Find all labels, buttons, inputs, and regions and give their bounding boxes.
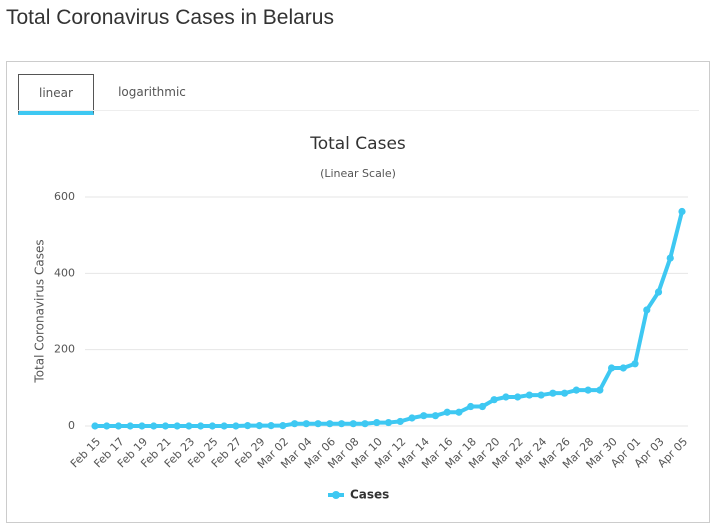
point — [678, 207, 686, 216]
point — [255, 422, 263, 430]
point — [244, 422, 252, 430]
tab[interactable]: linear — [18, 74, 94, 115]
point — [220, 422, 228, 430]
point — [290, 420, 299, 428]
point — [197, 422, 205, 430]
line — [95, 211, 684, 428]
tab[interactable]: logarithmic — [118, 85, 186, 99]
point — [103, 422, 111, 430]
point — [607, 364, 616, 372]
y-tick-label: 200 — [54, 343, 75, 356]
legend-swatch — [332, 491, 340, 499]
point — [502, 393, 510, 401]
point — [302, 420, 310, 428]
point — [337, 420, 346, 428]
point — [349, 420, 357, 428]
point — [114, 422, 123, 430]
point — [561, 389, 569, 397]
point — [467, 402, 475, 411]
point — [138, 422, 146, 430]
y-tick-label: 400 — [54, 266, 75, 279]
point — [314, 420, 322, 428]
point — [267, 422, 275, 430]
point — [150, 422, 158, 430]
point — [643, 306, 651, 314]
point — [431, 412, 440, 420]
point — [584, 386, 592, 394]
point — [490, 396, 498, 404]
point — [185, 422, 193, 430]
chart-title: Total Cases — [309, 134, 406, 154]
point — [619, 364, 627, 372]
point — [373, 418, 381, 427]
point — [91, 422, 99, 430]
y-axis-label: Total Coronavirus Cases — [33, 239, 47, 383]
y-tick-label: 0 — [68, 419, 75, 432]
point — [279, 422, 287, 430]
point — [173, 422, 181, 430]
y-tick-label: 600 — [54, 190, 75, 203]
point — [514, 393, 522, 401]
point — [232, 422, 240, 430]
point — [654, 288, 663, 296]
point — [208, 422, 216, 430]
page-title: Total Coronavirus Cases in Belarus — [6, 6, 334, 29]
point — [572, 386, 580, 394]
point — [537, 391, 545, 399]
legend-label: Cases — [350, 488, 389, 502]
point — [161, 422, 170, 430]
point — [666, 254, 674, 262]
point — [420, 412, 428, 420]
point — [549, 389, 557, 397]
tab-divider — [17, 110, 699, 111]
point — [478, 402, 487, 411]
point — [396, 417, 404, 426]
point — [326, 420, 334, 428]
point — [631, 360, 639, 368]
chart-subtitle: (Linear Scale) — [320, 167, 396, 180]
point — [525, 391, 533, 399]
point — [596, 386, 604, 394]
point — [443, 408, 451, 416]
point — [455, 408, 463, 416]
point — [126, 422, 134, 430]
point — [384, 418, 393, 427]
point — [361, 420, 369, 428]
point — [408, 414, 416, 422]
